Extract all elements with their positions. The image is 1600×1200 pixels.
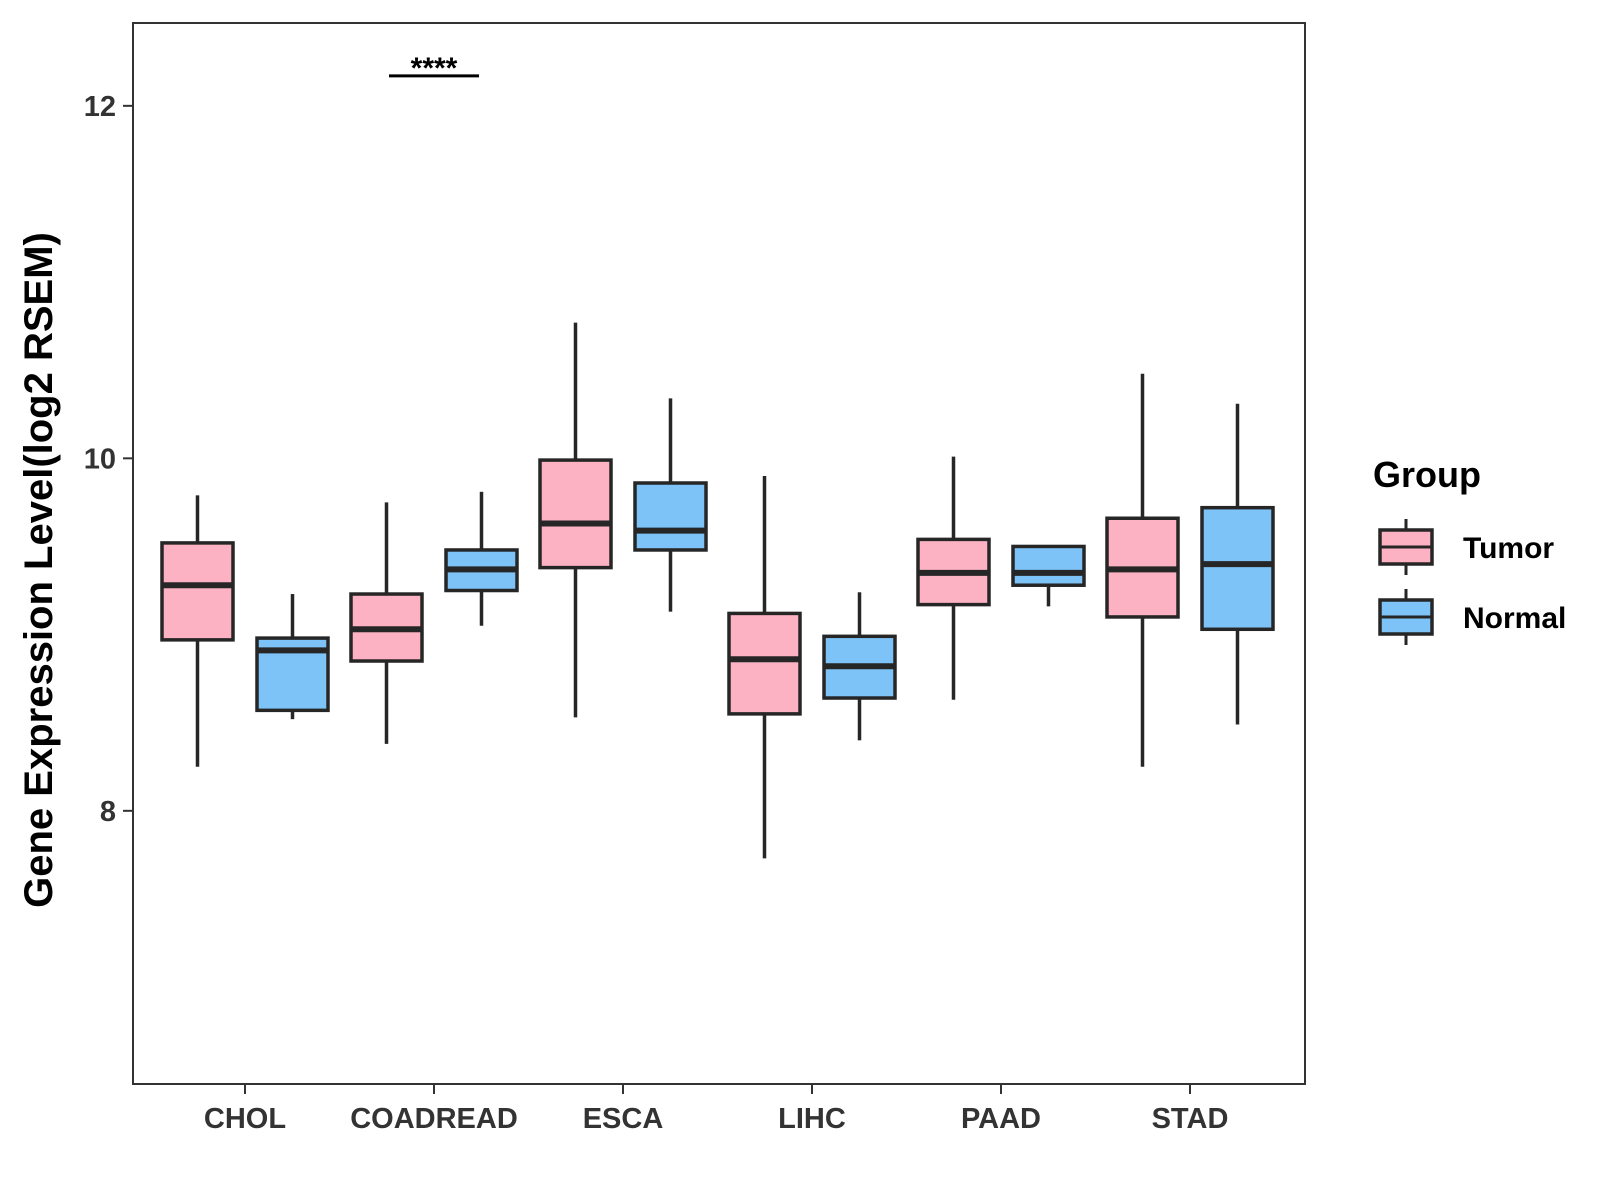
box-tumor-lihc (727, 475, 802, 859)
legend-label: Tumor (1463, 532, 1554, 565)
box-body (538, 458, 613, 570)
box-normal-stad (1200, 403, 1275, 725)
x-tick-label: PAAD (961, 1103, 1041, 1135)
legend-entry-tumor: Tumor (1378, 519, 1554, 575)
legend-title: Group (1373, 454, 1481, 495)
box-body (633, 481, 708, 552)
box-normal-chol (255, 594, 330, 720)
box-body (160, 541, 235, 642)
y-axis: 8 10 12 (84, 91, 133, 828)
box-normal-paad (1011, 544, 1086, 607)
legend-label: Normal (1463, 602, 1566, 635)
box-normal-lihc (822, 592, 897, 741)
x-tick-label: ESCA (583, 1103, 664, 1135)
x-tick-label: STAD (1152, 1103, 1229, 1135)
x-tick-label: CHOL (204, 1103, 286, 1135)
box-tumor-paad (916, 456, 991, 700)
x-axis: CHOL COADREAD ESCA LIHC PAAD STAD (204, 1084, 1228, 1135)
x-tick-label: LIHC (778, 1103, 846, 1135)
y-tick-label: 12 (84, 91, 116, 123)
box-body (1200, 505, 1275, 632)
box-normal-coadread (444, 491, 519, 626)
legend: Group Tumor Normal (1373, 454, 1566, 645)
legend-entry-normal: Normal (1378, 589, 1566, 645)
box-tumor-chol (160, 495, 235, 767)
box-tumor-stad (1105, 373, 1180, 767)
box-body (727, 611, 802, 716)
box-tumor-esca (538, 322, 613, 718)
box-normal-esca (633, 398, 708, 612)
box-tumor-coadread (349, 502, 424, 744)
y-axis-title: Gene Expression Level(log2 RSEM) (17, 232, 61, 908)
x-tick-label: COADREAD (350, 1103, 518, 1135)
y-tick-label: 10 (84, 443, 116, 475)
box-body (1011, 544, 1086, 587)
y-tick-label: 8 (100, 796, 116, 828)
annotations-layer: **** (389, 52, 479, 85)
boxes-layer (160, 322, 1275, 859)
significance-label: **** (411, 52, 458, 85)
